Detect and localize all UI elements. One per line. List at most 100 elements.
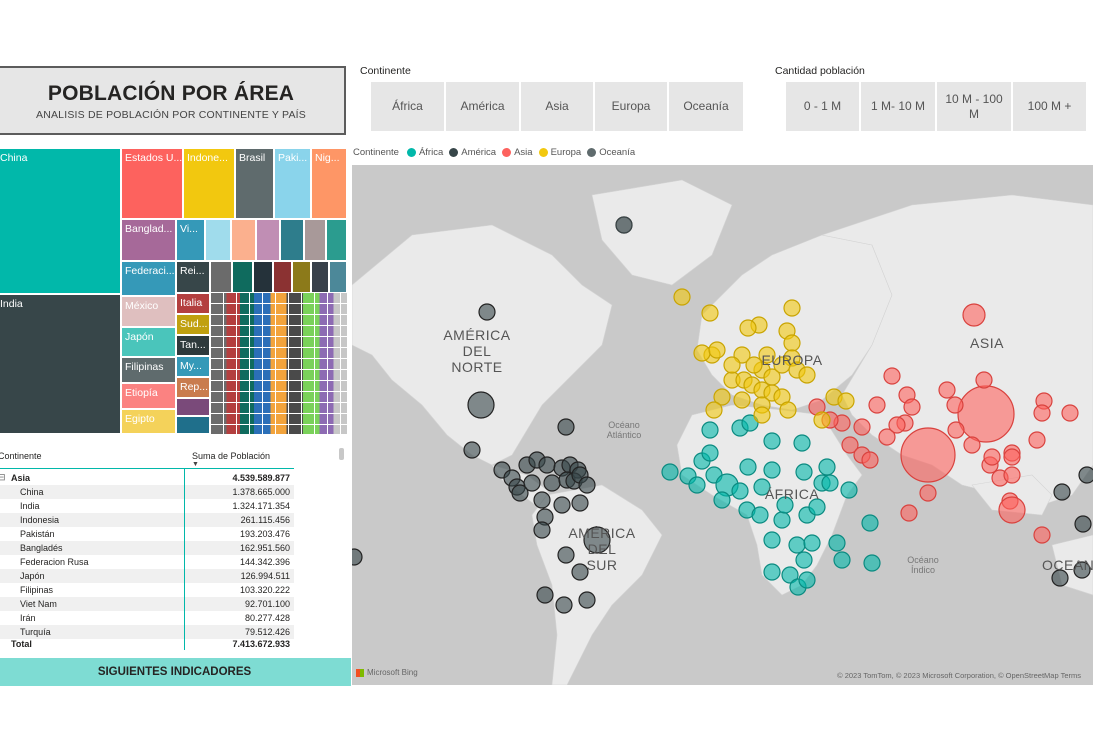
legend-item-asia[interactable]: Asia xyxy=(514,147,533,158)
land-south-america xyxy=(531,484,663,685)
legend-item-oceania[interactable]: Oceanía xyxy=(599,147,636,158)
treemap-tile-pakistan[interactable]: Paki... xyxy=(274,148,311,219)
legend-title: Continente xyxy=(353,147,399,158)
treemap-tile[interactable] xyxy=(210,261,232,293)
land-north-america xyxy=(352,224,613,466)
bubble xyxy=(938,381,956,399)
slicer-option-oceania[interactable]: Oceanía xyxy=(669,82,743,131)
slicer-option-10-100m[interactable]: 10 M - 100 M xyxy=(937,82,1011,131)
bubble xyxy=(963,436,981,454)
treemap-tile-japon[interactable]: Japón xyxy=(121,327,176,357)
treemap-tile[interactable] xyxy=(326,219,347,261)
treemap-tile-china[interactable]: China xyxy=(0,148,121,294)
bubble xyxy=(779,401,797,419)
table-row[interactable]: Bangladés 162.951.560 xyxy=(0,541,294,555)
treemap-tile-indonesia[interactable]: Indone... xyxy=(183,148,235,219)
slicer-option-europa[interactable]: Europa xyxy=(595,82,667,131)
bubble xyxy=(808,498,826,516)
table-row[interactable]: Japón 126.994.511 xyxy=(0,569,294,583)
treemap-tile[interactable] xyxy=(304,219,326,261)
treemap-tile-brasil[interactable]: Brasil xyxy=(235,148,274,219)
bubble xyxy=(1033,526,1051,544)
treemap-tile-italia[interactable]: Italia xyxy=(176,293,210,314)
treemap-small-tiles[interactable] xyxy=(210,293,347,434)
treemap-tile-republica[interactable]: Rep... xyxy=(176,377,210,398)
table-row[interactable]: Pakistán 193.203.476 xyxy=(20,529,290,539)
treemap-tile[interactable] xyxy=(253,261,273,293)
legend-item-america[interactable]: América xyxy=(461,147,497,158)
treemap-tile-viet-nam[interactable]: Vi... xyxy=(176,219,205,261)
bubble xyxy=(352,548,363,566)
table-row[interactable]: Indonesia 261.115.456 xyxy=(0,513,294,527)
treemap-tile-estados-unidos[interactable]: Estados U... xyxy=(121,148,183,219)
slicer-option-asia[interactable]: Asia xyxy=(521,82,593,131)
slicer-option-0-1m[interactable]: 0 - 1 M xyxy=(786,82,859,131)
slicer-option-100m-plus[interactable]: 100 M + xyxy=(1013,82,1086,131)
table-row[interactable]: India 1.324.171.354 xyxy=(20,501,290,511)
treemap-tile-etiopia[interactable]: Etiopía xyxy=(121,383,176,409)
table-row[interactable]: Federacion Rusa 144.342.396 xyxy=(20,557,290,567)
treemap-tile-sudafrica[interactable]: Sud... xyxy=(176,314,210,335)
table-row[interactable]: Filipinas 103.320.222 xyxy=(20,585,290,595)
treemap-tile-mexico[interactable]: México xyxy=(121,296,176,327)
treemap-tile-reino-unido[interactable]: Rei... xyxy=(176,261,210,293)
slicer-option-america[interactable]: América xyxy=(446,82,519,131)
map-copyright[interactable]: © 2023 TomTom, © 2023 Microsoft Corporat… xyxy=(837,671,1081,680)
legend-item-africa[interactable]: África xyxy=(418,147,444,158)
collapse-icon[interactable]: ⊟ xyxy=(0,472,6,482)
bubble xyxy=(1003,448,1021,466)
legend-item-europa[interactable]: Europa xyxy=(550,147,582,158)
bubble xyxy=(861,514,879,532)
treemap-tile[interactable] xyxy=(205,219,231,261)
table-total-row: Total 7.413.672.933 xyxy=(11,639,290,649)
treemap-tile[interactable] xyxy=(292,261,311,293)
treemap-tile-tanzania[interactable]: Tan... xyxy=(176,335,210,356)
slicer-option-1-10m[interactable]: 1 M- 10 M xyxy=(861,82,935,131)
bubble xyxy=(998,496,1026,524)
bubble xyxy=(763,461,781,479)
table-header-continent[interactable]: Continente xyxy=(0,451,42,461)
table-row[interactable]: Turquía 79.512.426 xyxy=(0,625,294,639)
table-row[interactable]: Viet Nam 92.701.100 xyxy=(0,597,294,611)
bubble xyxy=(713,491,731,509)
bubble xyxy=(1061,404,1079,422)
treemap-tile[interactable] xyxy=(329,261,347,293)
slicer-option-africa[interactable]: África xyxy=(371,82,444,131)
table-group-row[interactable]: ⊟ Asia 4.539.589.877 xyxy=(0,472,290,483)
bubble xyxy=(553,496,571,514)
bubble xyxy=(661,463,679,481)
treemap-tile[interactable] xyxy=(273,261,292,293)
bubble-map[interactable]: AMÉRICA DEL NORTE AMÉRICA DEL SUR EUROPA… xyxy=(352,165,1093,685)
next-indicators-button[interactable]: SIGUIENTES INDICADORES xyxy=(0,658,351,686)
bubble xyxy=(538,456,556,474)
table-row[interactable]: China 1.378.665.000 xyxy=(0,485,294,499)
bubble xyxy=(578,476,596,494)
map-label-atlantic: Océano Atlántico xyxy=(606,420,642,440)
treemap-tile-filipinas[interactable]: Filipinas xyxy=(121,357,176,383)
bubble xyxy=(557,418,575,436)
treemap-tile-india[interactable]: India xyxy=(0,294,121,434)
treemap-tile[interactable] xyxy=(311,261,329,293)
treemap-tile[interactable] xyxy=(280,219,304,261)
bubble xyxy=(1078,466,1093,484)
bubble xyxy=(837,392,855,410)
table-scrollbar[interactable] xyxy=(339,448,344,460)
treemap-tile-banglades[interactable]: Banglad... xyxy=(121,219,176,261)
treemap-tile[interactable] xyxy=(256,219,280,261)
bubble xyxy=(863,554,881,572)
treemap-tile-myanmar[interactable]: My... xyxy=(176,356,210,377)
treemap-tile[interactable] xyxy=(176,398,210,416)
treemap-tile[interactable] xyxy=(176,416,210,434)
population-slicer: 0 - 1 M 1 M- 10 M 10 M - 100 M 100 M + xyxy=(786,82,1086,132)
table-header-sum[interactable]: Suma de Población xyxy=(192,451,271,461)
page-subtitle: ANALISIS DE POBLACIÓN POR CONTINENTE Y P… xyxy=(35,109,306,121)
table-row[interactable]: Irán 80.277.428 xyxy=(20,613,290,623)
bubble xyxy=(813,411,831,429)
treemap-tile-federacion-rusa[interactable]: Federaci... xyxy=(121,261,176,296)
treemap-tile[interactable] xyxy=(232,261,253,293)
treemap-tile-nigeria[interactable]: Nig... xyxy=(311,148,347,219)
treemap-tile[interactable] xyxy=(231,219,256,261)
bubble xyxy=(701,444,719,462)
treemap-tile-egipto[interactable]: Egipto xyxy=(121,409,176,434)
continent-slicer-label: Continente xyxy=(360,65,411,77)
